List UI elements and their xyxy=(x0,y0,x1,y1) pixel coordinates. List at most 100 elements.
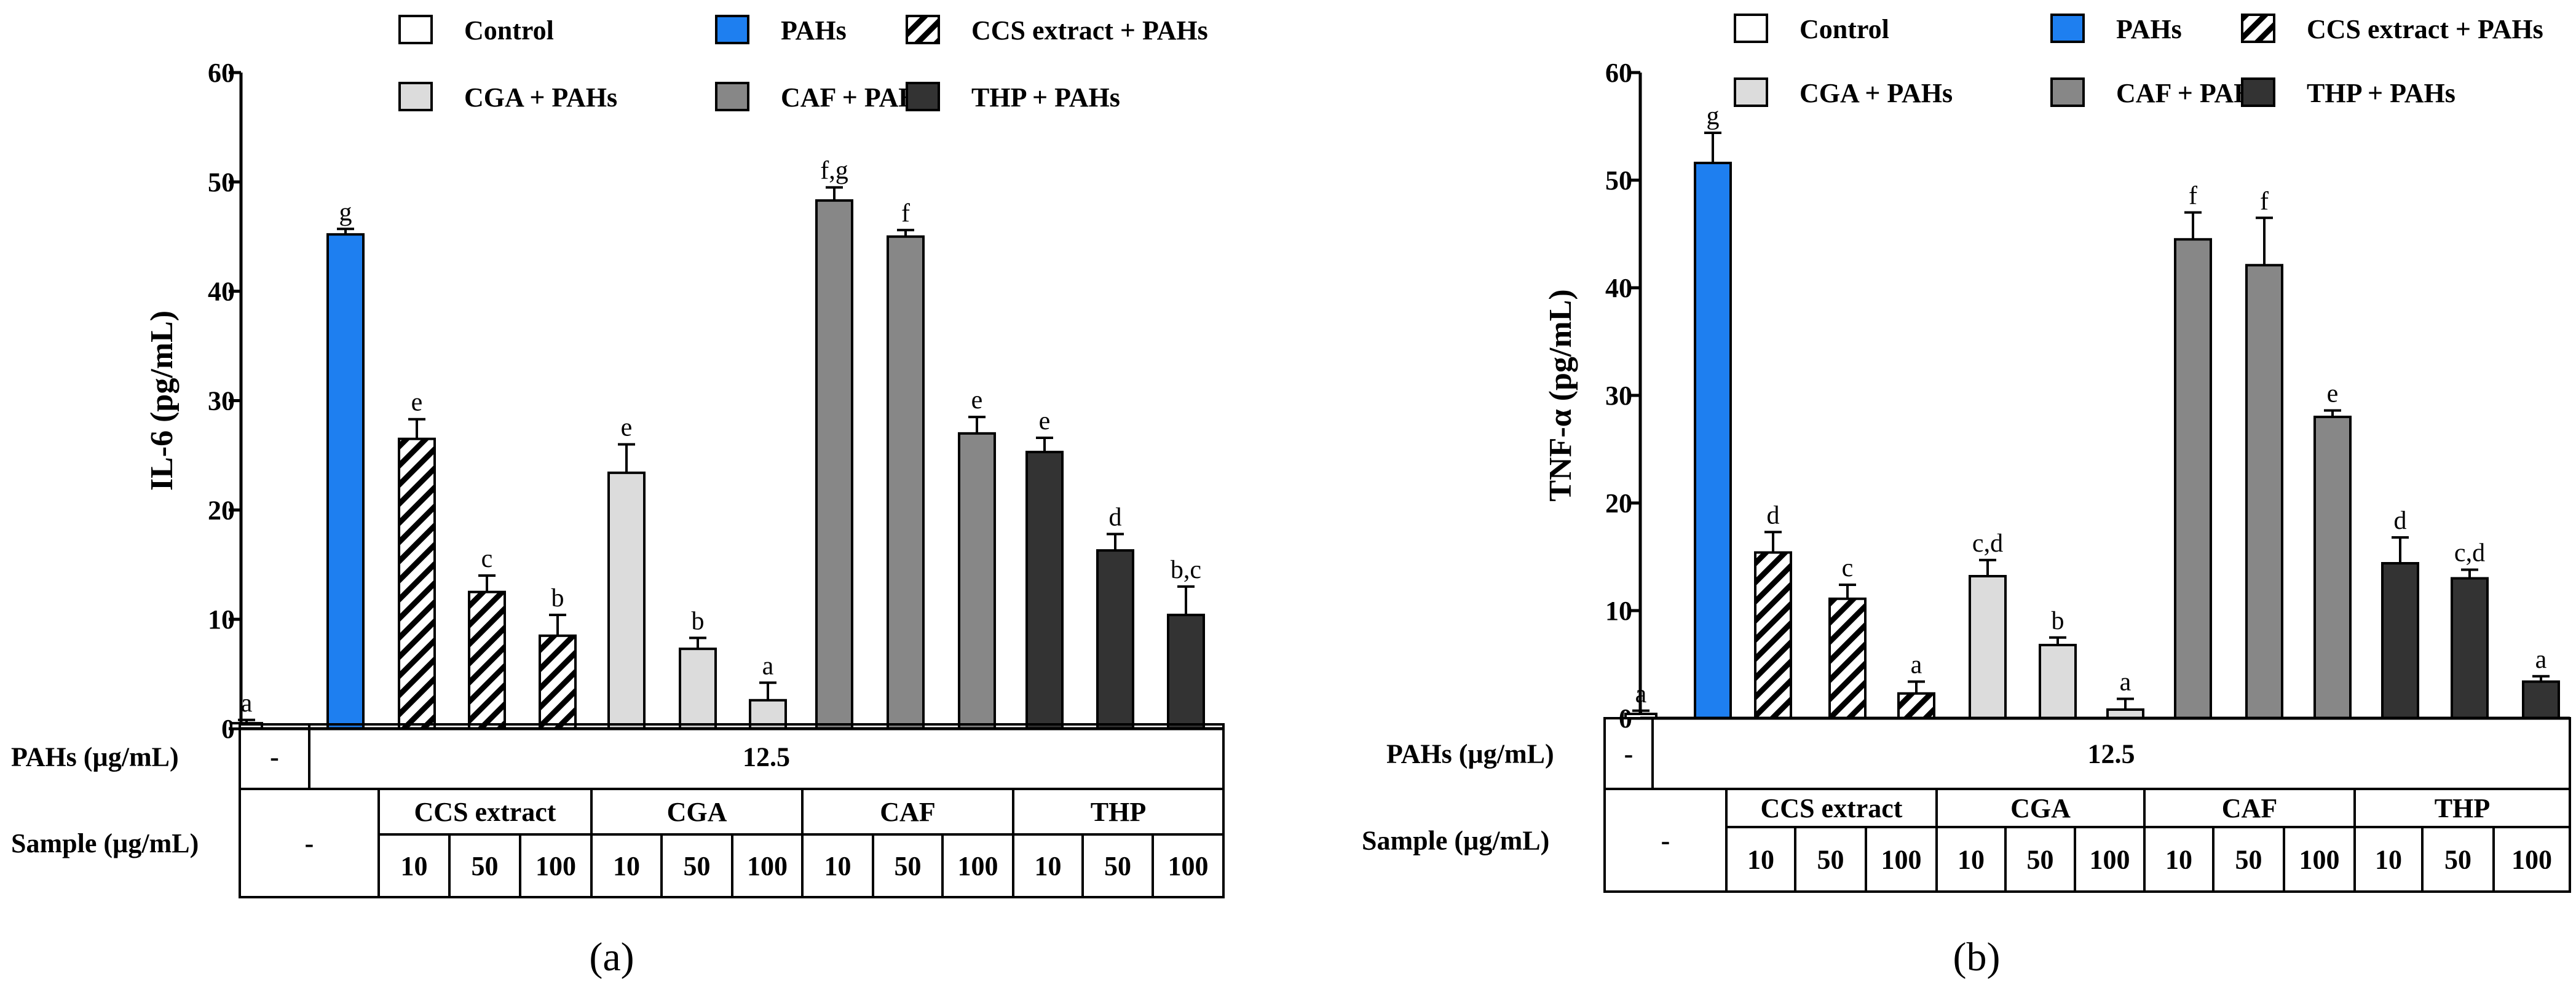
sample-group-label: CCS extract xyxy=(414,797,556,827)
bar xyxy=(815,199,853,730)
legend-item: CCS extract + PAHs xyxy=(2241,14,2543,44)
significance-label: f xyxy=(2260,187,2269,215)
bar xyxy=(2039,644,2077,719)
bar-group: d xyxy=(1096,503,1134,730)
significance-label: c xyxy=(1842,554,1854,582)
panel-label: (a) xyxy=(589,935,634,980)
panel-a: Control PAHs CCS extract + PAHs CGA + PAHs C… xyxy=(11,15,1225,980)
sample-group-label: CAF xyxy=(2222,793,2277,823)
y-tick-label: 60 xyxy=(208,58,235,88)
legend-item: PAHs xyxy=(2050,14,2182,44)
bar-group: b,c xyxy=(1167,556,1205,731)
legend-item: Control xyxy=(1734,14,1889,44)
treatment-table: PAHs (µg/mL) - 12.5 Sample (µg/mL) - CCS extr… xyxy=(11,723,1225,898)
dose-label: 100 xyxy=(747,851,788,881)
y-tick-label: 40 xyxy=(208,277,235,307)
pahs-row-label: PAHs (µg/mL) xyxy=(11,742,179,772)
bars: a g d c a c,d b a f f e d c,d a xyxy=(1624,102,2560,719)
bar xyxy=(1754,551,1792,719)
bar xyxy=(539,634,577,731)
y-tick-label: 60 xyxy=(1605,58,1632,88)
bar xyxy=(2381,562,2419,719)
bar-group: f xyxy=(2174,182,2212,719)
significance-label: e xyxy=(411,389,423,417)
bar-group: e xyxy=(607,414,646,730)
dose-label: 100 xyxy=(1881,845,1922,875)
bar xyxy=(1694,162,1732,719)
y-tick-label: 40 xyxy=(1605,273,1632,303)
legend-label: PAHs xyxy=(2116,14,2182,44)
bar xyxy=(398,437,436,730)
y-tick-label: 50 xyxy=(1605,165,1632,196)
bar-group: f,g xyxy=(815,157,853,730)
legend-item: CAF + PAHs xyxy=(2050,77,2266,108)
bar-group: a xyxy=(749,652,787,730)
y-tick-label: 10 xyxy=(208,604,235,635)
bar-group: f xyxy=(2245,187,2283,719)
sample-control-value: - xyxy=(305,828,314,858)
bar-group: b xyxy=(539,584,577,731)
treatment-table: PAHs (µg/mL) - 12.5 Sample (µg/mL) - CCS extr… xyxy=(1362,717,2571,893)
sample-row-label: Sample (µg/mL) xyxy=(11,828,199,858)
y-tick-label: 20 xyxy=(1605,488,1632,518)
bar xyxy=(1167,614,1205,731)
legend-swatch xyxy=(906,82,940,111)
bar xyxy=(326,233,365,730)
legend-swatch xyxy=(398,15,433,44)
dose-cell xyxy=(1152,833,1225,898)
bar-group: a xyxy=(230,689,263,730)
significance-label: c,d xyxy=(1972,529,2003,558)
significance-label: f xyxy=(2189,182,2197,210)
legend-item: CAF + PAHs xyxy=(715,82,930,113)
bar xyxy=(887,235,925,730)
bar xyxy=(1897,692,1935,719)
bar-group: c,d xyxy=(2451,539,2489,719)
legend-item: THP + PAHs xyxy=(906,82,1120,113)
significance-label: d xyxy=(2394,507,2407,535)
dose-label: 10 xyxy=(1958,845,1985,875)
dose-label: 50 xyxy=(684,851,711,881)
bar xyxy=(2174,238,2212,719)
bar-group: g xyxy=(1694,102,1732,719)
significance-label: a xyxy=(2120,668,2132,697)
bar-group: a xyxy=(2522,646,2560,719)
significance-label: b xyxy=(692,607,705,635)
dose-cell xyxy=(2492,826,2571,893)
legend: Control PAHs CCS extract + PAHs CGA + PAHs C… xyxy=(398,15,1208,113)
dose-label: 100 xyxy=(2299,845,2340,875)
significance-label: c,d xyxy=(2454,539,2485,568)
legend-label: CGA + PAHs xyxy=(464,82,617,113)
legend-label: CAF + PAHs xyxy=(781,82,930,113)
significance-label: c xyxy=(481,545,493,573)
significance-label: e xyxy=(1039,407,1051,435)
legend-swatch xyxy=(2050,14,2085,43)
bar xyxy=(1025,451,1064,730)
legend-item: Control xyxy=(398,15,554,46)
legend-label: CAF + PAHs xyxy=(2116,78,2266,108)
legend-swatch xyxy=(2050,77,2085,107)
y-tick-label: 20 xyxy=(208,495,235,525)
y-tick-label: 0 xyxy=(221,714,235,744)
bar xyxy=(2313,416,2352,719)
legend-label: CCS extract + PAHs xyxy=(2307,14,2543,44)
bar-group: e xyxy=(1025,407,1064,730)
pahs-control-value: - xyxy=(270,742,279,772)
pahs-row-label: PAHs (µg/mL) xyxy=(1386,739,1554,769)
significance-label: b xyxy=(2052,607,2064,635)
dose-label: 100 xyxy=(958,851,998,881)
legend-label: CCS extract + PAHs xyxy=(971,15,1208,46)
bar xyxy=(607,471,646,730)
bar-group: b xyxy=(2039,607,2077,719)
significance-label: e xyxy=(2327,380,2339,408)
significance-label: b xyxy=(551,584,564,612)
dose-label: 50 xyxy=(2235,845,2262,875)
dose-label: 10 xyxy=(2375,845,2402,875)
panel-b: Control PAHs CCS extract + PAHs CGA + PAHs C… xyxy=(1362,14,2571,980)
significance-label: f,g xyxy=(820,157,848,185)
bar xyxy=(1969,575,2007,719)
legend-label: Control xyxy=(1800,14,1889,44)
dose-label: 10 xyxy=(1035,851,1062,881)
significance-label: e xyxy=(971,386,983,414)
sample-control-value: - xyxy=(1661,826,1670,856)
y-axis: 0 10 20 30 40 50 60 IL-6 (pg/mL) xyxy=(144,58,243,744)
